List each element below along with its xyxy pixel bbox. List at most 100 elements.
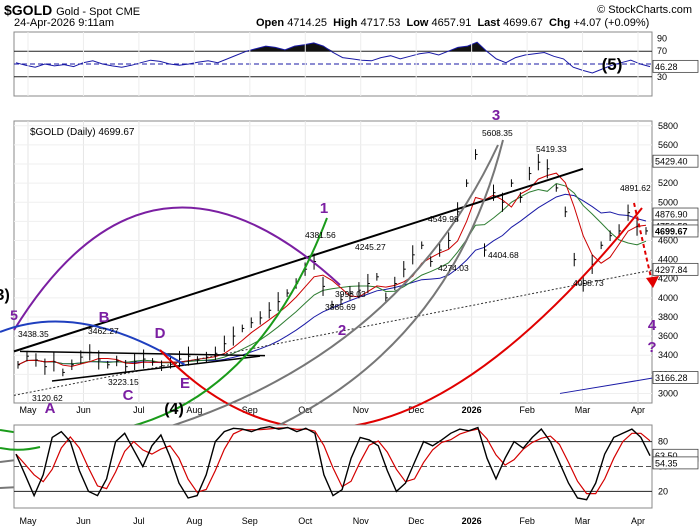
wave-label-11: 4 [648, 317, 657, 334]
wave-label-9: 2 [338, 322, 346, 339]
price-tick-3800: 3800 [658, 312, 678, 322]
stochastic-signal-line [15, 427, 651, 495]
chart-symbol: $GOLD [4, 2, 53, 18]
x-label-bottom-Nov: Nov [353, 516, 370, 526]
rsi-tick-70: 70 [657, 46, 667, 56]
x-label-bottom-Dec: Dec [408, 516, 425, 526]
price-tick-3000: 3000 [658, 388, 678, 398]
rsi-tick-30: 30 [657, 72, 667, 82]
wave-label-1: (3) [0, 287, 10, 304]
price-tag-4297.84: 4297.84 [655, 265, 688, 275]
dotted-trend-line [13, 269, 653, 396]
wave-label-3: B [99, 309, 110, 326]
wave-label-13: (5) [602, 55, 623, 74]
price-label-4245.27: 4245.27 [355, 242, 386, 252]
price-tag-3166.28-box [652, 371, 699, 384]
upper-trend-line [13, 167, 584, 353]
stochastic-tick-80: 80 [658, 437, 668, 447]
price-tick-5200: 5200 [658, 178, 678, 188]
price-tick-3400: 3400 [658, 350, 678, 360]
stochastic-last-d: 54.35 [655, 458, 678, 468]
price-tick-5600: 5600 [658, 140, 678, 150]
x-label-bottom-Aug: Aug [186, 516, 202, 526]
price-label-3120.62: 3120.62 [32, 393, 63, 403]
green-arc-tail [0, 446, 41, 451]
price-label-3462.27: 3462.27 [88, 326, 119, 336]
price-tag-4699.67-box [652, 224, 699, 238]
wave-label-12: ? [647, 339, 656, 356]
price-tick-4000: 4000 [658, 293, 678, 303]
price-label-4404.68: 4404.68 [488, 250, 519, 260]
price-label-3438.35: 3438.35 [18, 329, 49, 339]
x-label-bottom-Sep: Sep [242, 516, 258, 526]
price-tag-3166.28: 3166.28 [655, 373, 688, 383]
x-label-May: May [19, 405, 37, 415]
x-label-bottom-Apr: Apr [631, 516, 645, 526]
ohlc-readout: Open 4714.25 High 4717.53 Low 4657.91 La… [256, 17, 650, 29]
price-label-5608.35: 5608.35 [482, 128, 513, 138]
wave-label-8: 1 [320, 200, 328, 217]
price-label-4549.98: 4549.98 [428, 214, 459, 224]
wave-label-10: 3 [492, 107, 500, 124]
x-label-Feb: Feb [519, 405, 535, 415]
chart-exchange: CME [115, 6, 141, 18]
price-tick-4400: 4400 [658, 255, 678, 265]
price-tick-5800: 5800 [658, 121, 678, 131]
rsi-panel [13, 31, 653, 97]
purple-cycle-arc [13, 206, 341, 331]
stochastic-last-k: 63.50 [655, 451, 678, 461]
x-label-bottom-2026: 2026 [462, 516, 482, 526]
price-tag-4876.90: 4876.90 [655, 210, 688, 220]
chart-name: Gold - Spot [56, 6, 112, 18]
wave-label-0: 5 [10, 307, 18, 323]
price-tick-3600: 3600 [658, 331, 678, 341]
x-label-Dec: Dec [408, 405, 425, 415]
x-label-bottom-Mar: Mar [575, 516, 591, 526]
price-tag-4297.84-box [652, 262, 699, 276]
price-label-4274.03: 4274.03 [438, 263, 469, 273]
x-label-Jun: Jun [76, 405, 91, 415]
price-label-5419.33: 5419.33 [536, 144, 567, 154]
price-tick-4600: 4600 [658, 235, 678, 245]
x-label-Jul: Jul [133, 405, 145, 415]
price-label-4381.56: 4381.56 [305, 230, 336, 240]
stochastic-tick-20: 20 [658, 486, 668, 496]
wave-label-4: C [123, 387, 134, 404]
rsi-tick-90: 90 [657, 33, 667, 43]
x-label-bottom-Feb: Feb [519, 516, 535, 526]
watermark: © StockCharts.com [597, 4, 692, 16]
chart-symbol-line: $GOLD Gold - Spot CME [4, 2, 140, 18]
x-label-Nov: Nov [353, 405, 370, 415]
lower-channel-line [559, 377, 653, 394]
ma-fast-line [17, 172, 647, 367]
wave-label-5: D [155, 325, 166, 342]
price-panel [13, 120, 653, 404]
price-label-3223.15: 3223.15 [108, 377, 139, 387]
price-tag-5429.40: 5429.40 [655, 157, 688, 167]
price-label-4891.62: 4891.62 [620, 183, 651, 193]
price-label-3998.03: 3998.03 [335, 289, 366, 299]
x-label-2026: 2026 [462, 405, 482, 415]
wave-label-6: E [180, 375, 190, 392]
x-label-bottom-May: May [19, 516, 37, 526]
red-cycle-arc [159, 207, 643, 430]
price-tick-4200: 4200 [658, 274, 678, 284]
wave-label-7: (4) [164, 401, 184, 418]
x-label-bottom-Jul: Jul [133, 516, 145, 526]
rsi-last-value-box [652, 59, 699, 73]
price-label-3886.69: 3886.69 [325, 302, 356, 312]
price-tag-5429.40-box [652, 154, 699, 168]
x-label-bottom-Jun: Jun [76, 516, 91, 526]
wedge-lower-line [51, 355, 261, 382]
price-tick-5000: 5000 [658, 197, 678, 207]
x-label-Mar: Mar [575, 405, 591, 415]
price-label-4098.73: 4098.73 [573, 278, 604, 288]
price-tag-4699.67: 4699.67 [655, 226, 688, 236]
price-panel-title: $GOLD (Daily) 4699.67 [30, 127, 135, 138]
stochastic-last-d-box [652, 456, 699, 470]
projection-arrowhead [646, 276, 659, 288]
rsi-last-value: 46.28 [655, 62, 678, 72]
stochastic-line [15, 425, 651, 501]
wedge-upper-line [19, 350, 266, 357]
wave-label-2: A [45, 400, 56, 417]
